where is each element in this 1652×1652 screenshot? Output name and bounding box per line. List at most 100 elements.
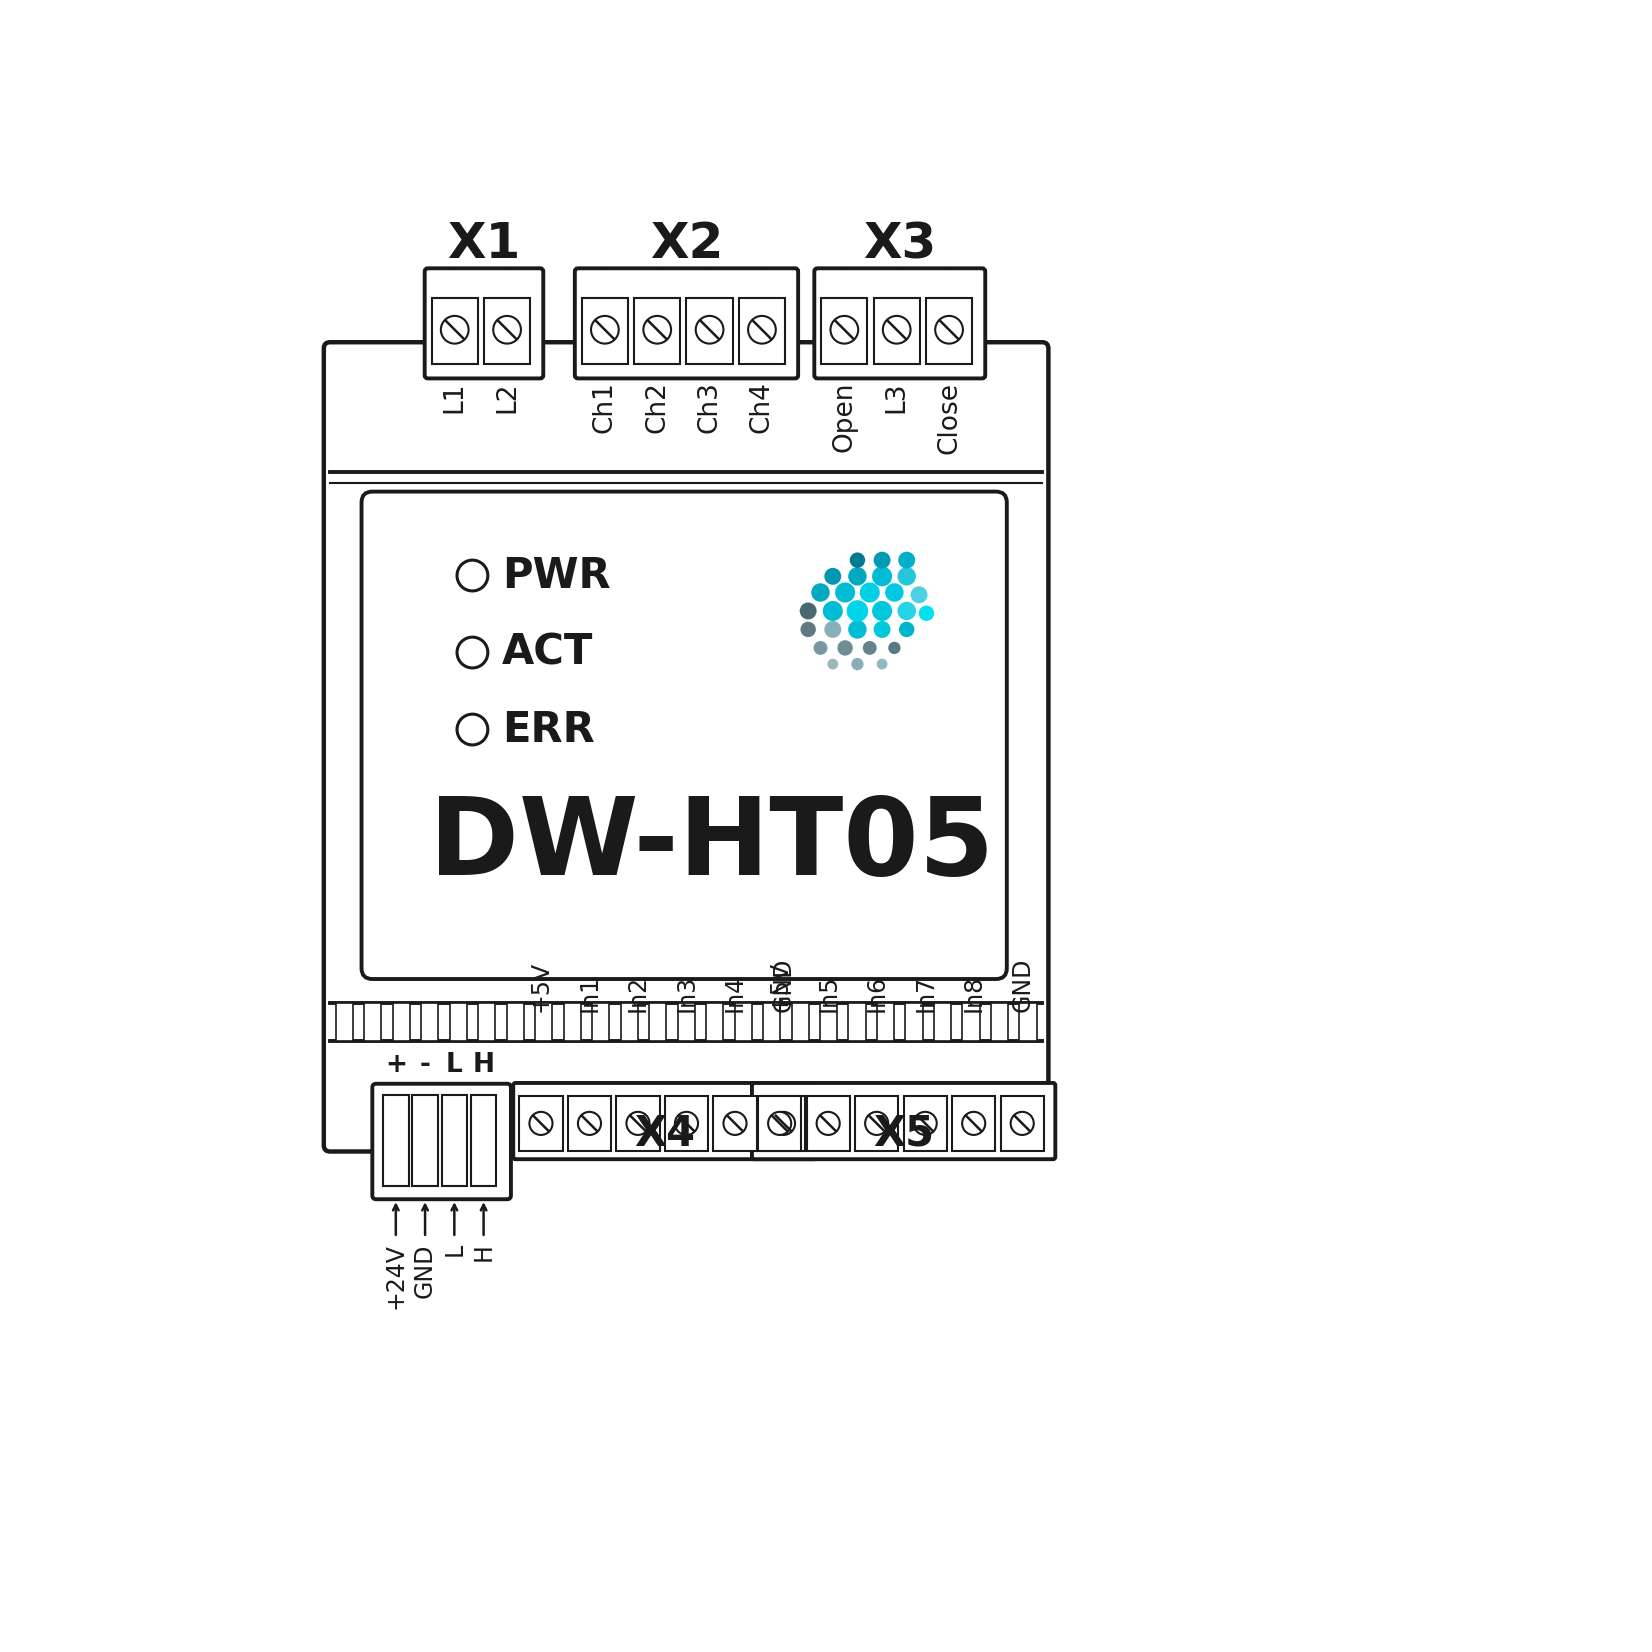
Text: Ch1: Ch1: [591, 382, 618, 433]
Bar: [563, 1003, 582, 1041]
Text: GND: GND: [413, 1242, 438, 1297]
Bar: [666, 1095, 709, 1151]
Circle shape: [494, 316, 520, 344]
Circle shape: [816, 1112, 839, 1135]
Text: In5: In5: [816, 975, 841, 1013]
Bar: [1001, 1095, 1044, 1151]
Text: X4: X4: [634, 1113, 695, 1155]
Circle shape: [578, 1112, 601, 1135]
Circle shape: [899, 552, 915, 568]
Circle shape: [874, 552, 890, 568]
Circle shape: [897, 567, 915, 585]
Bar: [441, 1095, 468, 1186]
Bar: [431, 299, 477, 363]
Bar: [507, 1003, 524, 1041]
Text: In7: In7: [914, 975, 937, 1013]
Text: L2: L2: [494, 382, 520, 413]
Circle shape: [813, 641, 828, 654]
Circle shape: [801, 621, 816, 638]
Bar: [449, 1003, 468, 1041]
Circle shape: [458, 560, 487, 591]
FancyBboxPatch shape: [575, 268, 798, 378]
Bar: [616, 1095, 659, 1151]
Bar: [877, 1003, 894, 1041]
Text: In8: In8: [961, 975, 986, 1013]
Bar: [933, 1003, 952, 1041]
Bar: [519, 1095, 563, 1151]
Bar: [762, 1095, 805, 1151]
Bar: [991, 1003, 1008, 1041]
Bar: [335, 1003, 354, 1041]
FancyBboxPatch shape: [814, 268, 985, 378]
Text: H: H: [471, 1242, 496, 1260]
Circle shape: [458, 714, 487, 745]
Circle shape: [831, 316, 857, 344]
Circle shape: [849, 552, 866, 568]
Bar: [705, 1003, 724, 1041]
Bar: [763, 1003, 780, 1041]
Text: L1: L1: [441, 382, 468, 413]
Circle shape: [824, 568, 841, 585]
Circle shape: [591, 316, 620, 344]
Text: X3: X3: [862, 220, 937, 268]
Circle shape: [919, 606, 933, 621]
Circle shape: [859, 583, 881, 603]
Circle shape: [847, 620, 867, 639]
Bar: [927, 299, 971, 363]
Text: In1: In1: [578, 975, 601, 1013]
Text: Close: Close: [937, 382, 961, 454]
Circle shape: [748, 316, 776, 344]
FancyBboxPatch shape: [752, 1084, 1056, 1160]
Bar: [393, 1003, 410, 1041]
Text: +24V: +24V: [383, 1242, 408, 1308]
Circle shape: [872, 567, 892, 586]
Text: L: L: [443, 1242, 466, 1257]
Text: -: -: [420, 1052, 431, 1079]
Circle shape: [882, 316, 910, 344]
Bar: [484, 299, 530, 363]
Circle shape: [695, 316, 724, 344]
FancyBboxPatch shape: [425, 268, 544, 378]
Circle shape: [872, 601, 892, 621]
Circle shape: [899, 621, 915, 638]
Circle shape: [889, 641, 900, 654]
Text: L: L: [446, 1052, 463, 1079]
Bar: [568, 1095, 611, 1151]
Text: L3: L3: [884, 382, 910, 413]
Bar: [383, 1095, 408, 1186]
Bar: [649, 1003, 666, 1041]
Bar: [791, 1003, 808, 1041]
Bar: [856, 1095, 899, 1151]
Text: Ch2: Ch2: [644, 382, 671, 433]
FancyBboxPatch shape: [362, 492, 1006, 980]
Bar: [905, 1003, 922, 1041]
FancyBboxPatch shape: [514, 1084, 816, 1160]
Bar: [1019, 1003, 1036, 1041]
Circle shape: [1011, 1112, 1034, 1135]
Circle shape: [771, 1112, 795, 1135]
Circle shape: [724, 1112, 747, 1135]
Circle shape: [851, 657, 864, 671]
Bar: [477, 1003, 496, 1041]
Text: DW-HT05: DW-HT05: [428, 791, 995, 899]
Circle shape: [838, 641, 852, 656]
Circle shape: [626, 1112, 649, 1135]
Bar: [735, 1003, 752, 1041]
Bar: [849, 1003, 866, 1041]
Bar: [535, 1003, 552, 1041]
Text: X1: X1: [448, 220, 520, 268]
Text: In6: In6: [864, 975, 889, 1013]
Circle shape: [458, 638, 487, 667]
Text: +5V: +5V: [529, 961, 553, 1013]
Circle shape: [836, 583, 856, 603]
Circle shape: [914, 1112, 937, 1135]
Circle shape: [847, 567, 867, 585]
Circle shape: [961, 1112, 985, 1135]
Circle shape: [897, 601, 915, 620]
Text: +: +: [385, 1052, 406, 1079]
Text: X5: X5: [874, 1113, 933, 1155]
Bar: [963, 1003, 980, 1041]
Text: In4: In4: [724, 975, 747, 1013]
Bar: [874, 299, 920, 363]
Circle shape: [866, 1112, 889, 1135]
